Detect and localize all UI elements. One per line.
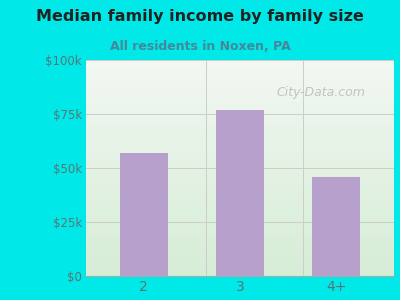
Text: Median family income by family size: Median family income by family size <box>36 9 364 24</box>
Bar <box>216 110 264 276</box>
Text: All residents in Noxen, PA: All residents in Noxen, PA <box>110 40 290 53</box>
Bar <box>312 177 360 276</box>
Text: City-Data.com: City-Data.com <box>277 86 366 99</box>
Bar <box>120 153 168 276</box>
